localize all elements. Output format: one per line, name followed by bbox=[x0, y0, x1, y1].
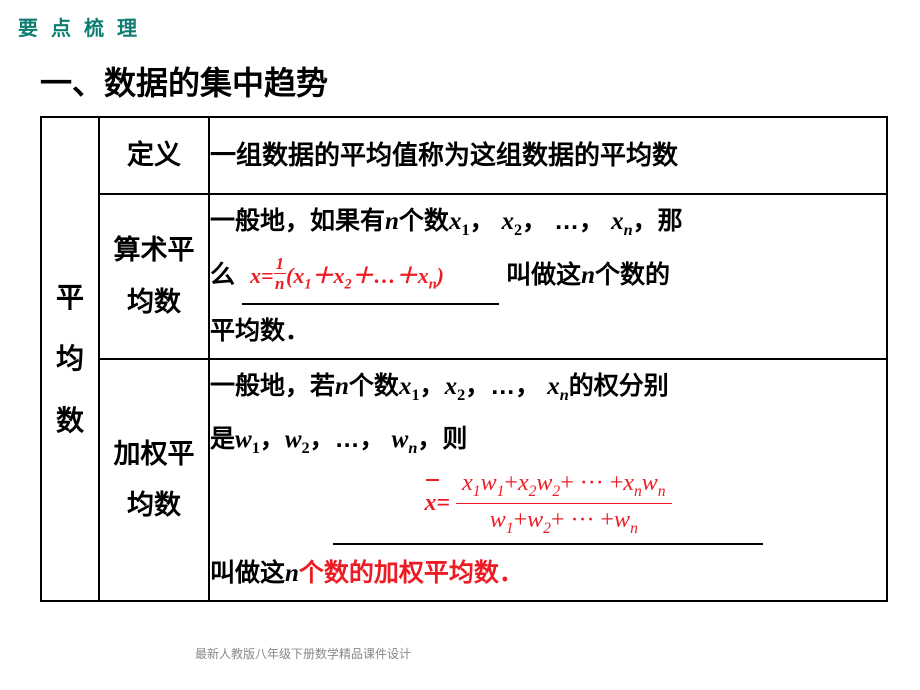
vert-char: 平 bbox=[56, 282, 84, 313]
text: 一般地，若 bbox=[210, 372, 335, 400]
text: 一般地，如果有 bbox=[210, 207, 385, 235]
xbar: x bbox=[424, 478, 436, 528]
var-n: n bbox=[385, 208, 399, 235]
weighted-mean-fraction: x1w1+x2w2+ ··· +xnwn w1+w2+ ··· +wn bbox=[456, 471, 671, 537]
text: 个数 bbox=[349, 372, 399, 400]
var-n: n bbox=[581, 262, 595, 289]
arith-mean-content: 一般地，如果有n个数x1， x2， …， xn，那 么 x=1n(x1＋x2＋…… bbox=[209, 194, 887, 359]
concept-table: 平 均 数 定义 一组数据的平均值称为这组数据的平均数 算术平 均数 一般地，如… bbox=[40, 116, 888, 602]
text: ，那 bbox=[633, 207, 683, 235]
var-x: x bbox=[502, 208, 515, 235]
var-x: x bbox=[399, 373, 412, 400]
weighted-mean-content: 一般地，若n个数x1，x2，…， xn的权分别 是w1，w2，…， wn，则 x… bbox=[209, 359, 887, 601]
vert-char: 均 bbox=[56, 343, 84, 374]
section-title: 一、数据的集中趋势 bbox=[40, 58, 328, 104]
vert-char: 数 bbox=[56, 405, 84, 436]
arith-mean-formula: x=1n(x1＋x2＋…＋xn) bbox=[250, 263, 450, 288]
definition-label: 定义 bbox=[100, 118, 208, 193]
mid-line: 均数 bbox=[127, 287, 181, 317]
text: 平均数． bbox=[210, 317, 310, 345]
sep: ， bbox=[470, 207, 495, 235]
row-group-label: 平 均 数 bbox=[41, 117, 99, 601]
text: 么 bbox=[210, 261, 235, 289]
text: 叫做这 bbox=[506, 261, 581, 289]
formula-blank: x=1n(x1＋x2＋…＋xn) bbox=[242, 249, 499, 306]
text: 叫做这 bbox=[210, 559, 285, 587]
text: 是 bbox=[210, 425, 235, 453]
footer-note: 最新人教版八年级下册数学精品课件设计 bbox=[195, 645, 411, 662]
weighted-mean-formula-block: x= x1w1+x2w2+ ··· +xnwn w1+w2+ ··· +wn bbox=[333, 471, 763, 545]
var-w: w bbox=[235, 426, 252, 453]
ellipsis: … bbox=[554, 207, 579, 235]
table-row: 平 均 数 定义 一组数据的平均值称为这组数据的平均数 bbox=[41, 117, 887, 194]
mid-line: 均数 bbox=[127, 490, 181, 520]
text: ，则 bbox=[417, 425, 467, 453]
var-x: x bbox=[611, 208, 624, 235]
arith-mean-label-cell: 算术平 均数 bbox=[99, 194, 209, 359]
sep: ， bbox=[579, 207, 604, 235]
text: 个数 bbox=[399, 207, 449, 235]
text: 个数的 bbox=[595, 261, 670, 289]
definition-label-cell: 定义 bbox=[99, 117, 209, 194]
highlight-text: 个数的加权平均数． bbox=[299, 559, 524, 587]
table-row: 算术平 均数 一般地，如果有n个数x1， x2， …， xn，那 么 x=1n(… bbox=[41, 194, 887, 359]
var-n: n bbox=[285, 560, 299, 587]
definition-content: 一组数据的平均值称为这组数据的平均数 bbox=[209, 117, 887, 194]
var-n: n bbox=[335, 373, 349, 400]
mid-line: 加权平 bbox=[114, 439, 195, 469]
weighted-mean-label-cell: 加权平 均数 bbox=[99, 359, 209, 601]
text: 的权分别 bbox=[569, 372, 669, 400]
sep: ， bbox=[522, 207, 547, 235]
mid-line: 算术平 bbox=[114, 235, 195, 265]
header-label: 要 点 梳 理 bbox=[18, 12, 141, 41]
var-x: x bbox=[449, 208, 462, 235]
table-row: 加权平 均数 一般地，若n个数x1，x2，…， xn的权分别 是w1，w2，…，… bbox=[41, 359, 887, 601]
